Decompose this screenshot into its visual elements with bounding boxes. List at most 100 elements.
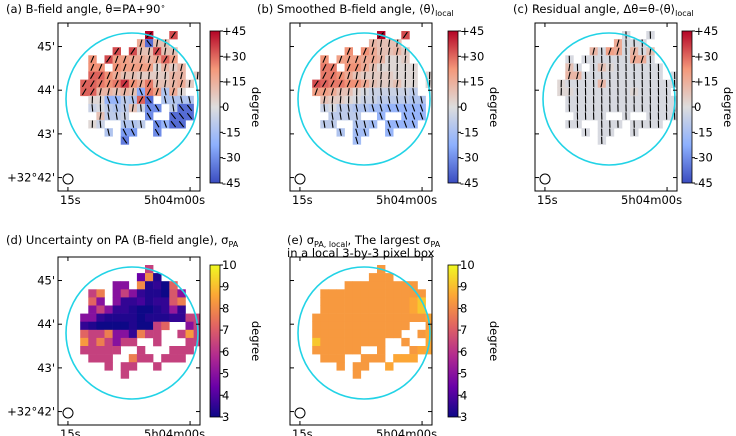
map-pixel (185, 337, 194, 347)
map-pixel (120, 289, 130, 298)
map-pixel (401, 337, 410, 347)
colorbar-tick-label: 4 (222, 388, 229, 402)
b-field-vector (154, 47, 160, 55)
map-pixel (96, 346, 105, 355)
map-pixel (104, 313, 113, 322)
b-field-vector (347, 112, 350, 120)
b-field-vector (130, 128, 135, 136)
map-pixel (393, 281, 402, 290)
colorbar-tick-label: 0 (694, 100, 701, 114)
map-pixel (161, 354, 170, 363)
colorbar-label: degree (487, 87, 501, 127)
b-field-vector (106, 96, 111, 104)
map-pixel (368, 281, 378, 290)
b-field-vector (139, 120, 143, 128)
b-field-vector (114, 80, 119, 88)
map-pixel (96, 289, 105, 298)
map-pixel (112, 313, 121, 322)
b-field-vector (131, 63, 135, 72)
map-pixel (377, 337, 386, 347)
map-pixel (96, 329, 105, 339)
map-pixel (434, 338, 442, 346)
panel-title: (b) Smoothed B-field angle, ⟨θ⟩local (257, 2, 454, 18)
map-pixel (328, 305, 337, 314)
b-field-vector (180, 63, 183, 72)
b-field-vector (404, 88, 407, 96)
beam-circle (62, 407, 74, 419)
map-pixel (434, 330, 442, 338)
aperture-circle (65, 266, 199, 400)
map-pixel (112, 305, 121, 314)
map-pixel (320, 305, 329, 314)
b-field-vector (363, 128, 367, 136)
x-tick-label: 15s (60, 193, 81, 207)
panel-d: (d) Uncertainty on PA (B-field angle), σ… (6, 233, 263, 436)
map-pixel (336, 305, 345, 314)
map-pixel (177, 346, 186, 355)
map-pixel (136, 289, 146, 298)
map-pixel (80, 346, 89, 355)
panel-title: (d) Uncertainty on PA (B-field angle), σ… (6, 233, 239, 249)
map-pixel (377, 297, 386, 306)
map-pixel (153, 273, 162, 282)
b-field-vector (387, 120, 391, 128)
map-pixel (128, 362, 138, 371)
b-field-vector (123, 104, 126, 112)
b-field-vector (146, 80, 152, 88)
colorbar-tick-label: -30 (222, 151, 241, 165)
map-pixel (352, 289, 362, 298)
colorbar-tick-label: 10 (460, 258, 475, 272)
map-pixel (344, 346, 353, 355)
b-field-vector (362, 47, 367, 55)
b-field-vector (322, 80, 327, 88)
map-pixel (80, 313, 89, 322)
map-pixel (352, 329, 362, 339)
b-field-vector (354, 63, 359, 72)
b-field-vector (330, 63, 335, 71)
b-field-vector (363, 55, 367, 64)
map-pixel (320, 337, 329, 347)
map-pixel (104, 354, 113, 363)
map-pixel (193, 329, 200, 339)
map-pixel (312, 329, 321, 339)
x-tick-label: 15s (292, 193, 313, 207)
b-field-vector (115, 71, 119, 80)
map-pixel (136, 346, 146, 355)
b-field-vector (387, 128, 391, 136)
b-field-vector (380, 88, 382, 96)
b-field-vector (164, 47, 167, 55)
b-field-vector (123, 71, 126, 80)
map-pixel (344, 297, 353, 306)
map-pixel (417, 346, 426, 355)
panel-a: (a) B-field angle, θ=PA+90∘ 15s 5h04m00s 45… (6, 2, 263, 207)
colorbar-tick-label: -30 (694, 151, 713, 165)
b-field-vector (347, 88, 350, 96)
map-pixel (177, 329, 186, 339)
map-pixel (401, 321, 410, 331)
b-field-vector (186, 104, 193, 112)
b-field-vector (122, 137, 128, 144)
b-field-vector (419, 112, 424, 120)
b-field-vector (331, 96, 334, 104)
map-pixel (136, 297, 146, 306)
b-field-vector (148, 71, 150, 80)
map-pixel (360, 337, 370, 347)
colorbar: +45 +30 +15 0 -15 -30 -45 degree (209, 24, 263, 190)
map-pixel (120, 297, 130, 306)
map-pixel (169, 289, 178, 298)
map-pixel (120, 362, 130, 371)
map-pixel (401, 297, 410, 306)
map-pixel (352, 346, 362, 355)
b-field-vector (122, 128, 127, 136)
b-field-vector (355, 120, 359, 128)
map-pixel (96, 305, 105, 314)
map-pixel (336, 354, 345, 363)
b-field-vector (346, 63, 351, 72)
map-pixel (320, 313, 329, 322)
map-pixel (88, 313, 97, 322)
map-pixel (145, 297, 154, 306)
plot-frame (57, 22, 201, 192)
map-pixel (336, 313, 345, 322)
map-pixel (153, 281, 162, 290)
b-field-vector (106, 56, 112, 63)
